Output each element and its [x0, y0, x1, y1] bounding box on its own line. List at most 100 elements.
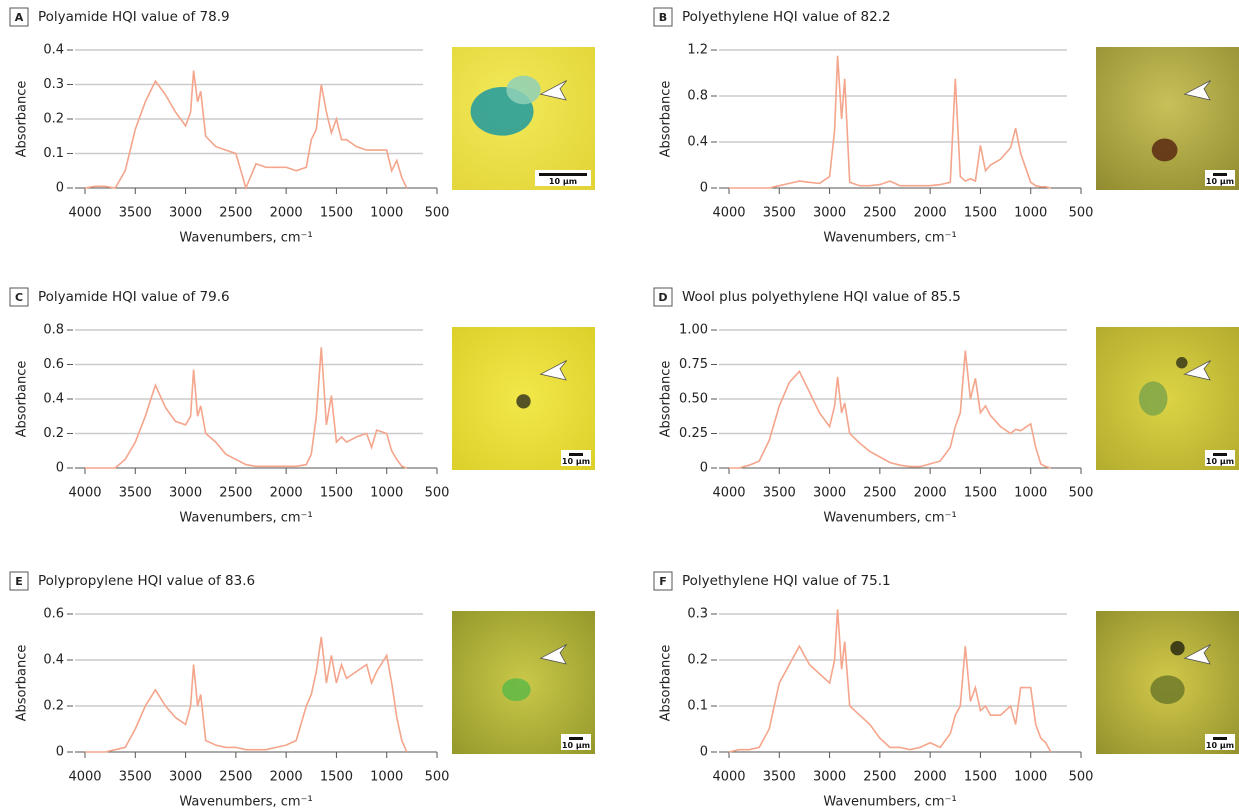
y-tick-label: 0	[56, 181, 64, 196]
micrograph	[1096, 327, 1239, 470]
x-tick-label: 2500	[863, 206, 896, 221]
x-tick-label: 2500	[219, 770, 252, 785]
scale-bar	[1213, 453, 1227, 456]
panel-letter-box	[653, 287, 673, 307]
y-tick-label: 0.6	[43, 357, 64, 372]
x-tick-label: 3500	[763, 486, 796, 501]
x-tick-label: 2500	[219, 486, 252, 501]
panel: F Polyethylene HQI value of 75.1 0 0.1 0.2 0.…	[653, 571, 1239, 810]
panel-letter-box	[9, 287, 29, 307]
y-axis-title: Absorbance	[15, 361, 30, 438]
panel-letter: D	[658, 291, 667, 304]
arrowhead	[1183, 80, 1211, 101]
spectrum-line	[728, 609, 1052, 753]
x-tick-label: 1000	[1014, 486, 1047, 501]
arrowhead	[1183, 644, 1211, 665]
panel-letter: B	[659, 11, 667, 24]
panel: C Polyamide HQI value of 79.6 0 0.2 0.4 0.6 0.…	[9, 287, 595, 526]
panel: D Wool plus polyethylene HQI value of 85.…	[653, 287, 1239, 526]
particle	[1150, 675, 1185, 704]
x-axis-title: Wavenumbers, cm⁻¹	[179, 231, 312, 246]
x-tick-label: 4000	[712, 486, 745, 501]
arrowhead	[539, 644, 567, 665]
x-tick-label: 1500	[964, 206, 997, 221]
y-tick-label: 0	[56, 745, 64, 760]
x-tick-label: 500	[1069, 770, 1094, 785]
x-tick-label: 4000	[68, 206, 101, 221]
y-tick-label: 0.75	[679, 357, 708, 372]
particle	[1176, 357, 1188, 369]
x-tick-label: 4000	[712, 770, 745, 785]
x-tick-label: 1000	[370, 770, 403, 785]
x-tick-label: 2000	[270, 770, 303, 785]
spectrum-line	[85, 636, 408, 753]
x-tick-label: 3000	[813, 486, 846, 501]
x-tick-label: 3500	[119, 770, 152, 785]
y-tick-label: 0.1	[687, 699, 708, 714]
x-tick-label: 2000	[914, 770, 947, 785]
panel-letter: E	[15, 575, 23, 588]
y-axis-title: Absorbance	[659, 361, 674, 438]
scale-bar	[569, 453, 583, 456]
arrowhead	[539, 360, 567, 381]
y-tick-label: 0	[700, 745, 708, 760]
scale-bar-box	[1205, 734, 1235, 750]
micrograph	[1096, 47, 1239, 190]
x-tick-label: 2500	[219, 206, 252, 221]
panel-letter-box	[653, 7, 673, 27]
y-tick-label: 0.2	[43, 112, 64, 127]
y-tick-label: 0.3	[687, 607, 708, 622]
y-tick-label: 0.8	[43, 323, 64, 338]
x-tick-label: 2000	[270, 486, 303, 501]
x-tick-label: 3000	[813, 206, 846, 221]
scale-bar-box	[561, 734, 591, 750]
scale-bar-label: 10 µm	[562, 741, 590, 750]
y-axis-title: Absorbance	[659, 81, 674, 158]
x-tick-label: 3000	[169, 770, 202, 785]
panel-letter-box	[9, 571, 29, 591]
scale-bar-box	[1205, 450, 1235, 466]
particle	[1138, 381, 1168, 416]
x-tick-label: 500	[425, 770, 450, 785]
y-tick-label: 1.00	[679, 323, 708, 338]
x-tick-label: 500	[425, 206, 450, 221]
x-tick-label: 2000	[914, 206, 947, 221]
particle	[1151, 138, 1178, 162]
panel: B Polyethylene HQI value of 82.2 0 0.4 0.8 1.…	[653, 7, 1239, 246]
spectrum-line	[85, 347, 408, 469]
panel-letter: F	[659, 575, 667, 588]
x-tick-label: 1500	[320, 486, 353, 501]
scale-bar-label: 10 µm	[562, 457, 590, 466]
x-tick-label: 1500	[320, 206, 353, 221]
x-tick-label: 3000	[813, 770, 846, 785]
scale-bar-box	[561, 450, 591, 466]
particle	[506, 75, 541, 105]
panel-letter: A	[15, 11, 24, 24]
x-tick-label: 2500	[863, 770, 896, 785]
y-tick-label: 0.4	[43, 392, 64, 407]
y-tick-label: 0.3	[43, 77, 64, 92]
y-tick-label: 1.2	[687, 43, 708, 58]
y-axis-title: Absorbance	[659, 645, 674, 722]
spectrum-line	[729, 55, 1051, 189]
x-axis-title: Wavenumbers, cm⁻¹	[823, 231, 956, 246]
x-tick-label: 1500	[964, 770, 997, 785]
x-tick-label: 1500	[320, 770, 353, 785]
scale-bar-label: 10 µm	[1206, 741, 1234, 750]
panel: A Polyamide HQI value of 78.9 0 0.1 0.2 0.3 0.…	[9, 7, 595, 246]
panel-title: Wool plus polyethylene HQI value of 85.5	[682, 289, 961, 305]
x-tick-label: 3000	[169, 486, 202, 501]
x-tick-label: 4000	[712, 206, 745, 221]
y-axis-title: Absorbance	[15, 645, 30, 722]
spectrum-line	[84, 70, 408, 191]
x-tick-label: 3500	[763, 206, 796, 221]
x-tick-label: 500	[1069, 206, 1094, 221]
y-tick-label: 0	[56, 461, 64, 476]
y-tick-label: 0.6	[43, 607, 64, 622]
y-tick-label: 0.25	[679, 426, 708, 441]
panel-title: Polypropylene HQI value of 83.6	[38, 573, 255, 589]
particle	[502, 678, 531, 702]
x-tick-label: 2500	[863, 486, 896, 501]
panel-title: Polyamide HQI value of 79.6	[38, 289, 230, 305]
